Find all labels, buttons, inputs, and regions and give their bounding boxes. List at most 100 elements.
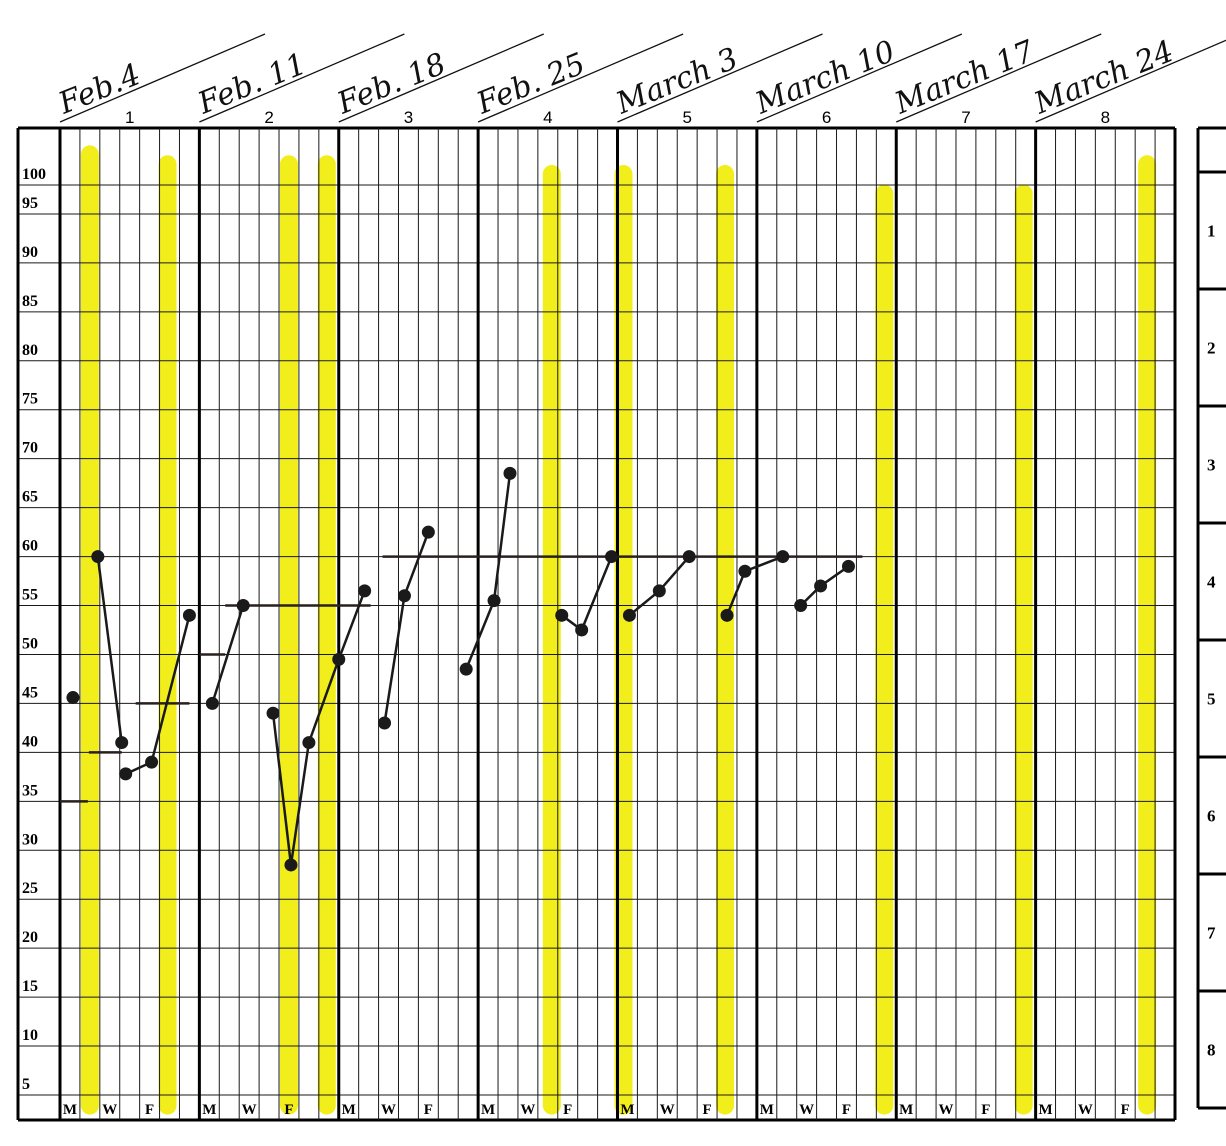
chart-grid — [16, 126, 1177, 1122]
data-series — [66, 466, 855, 872]
data-point — [145, 755, 159, 769]
side-panel-number: 8 — [1207, 1041, 1216, 1060]
data-point — [397, 589, 411, 603]
data-point — [236, 599, 250, 613]
y-tick-label: 100 — [22, 166, 46, 183]
side-panel-number: 2 — [1207, 339, 1216, 358]
day-label: F — [703, 1102, 712, 1118]
day-label: F — [284, 1102, 293, 1118]
data-point — [115, 736, 129, 750]
y-tick-label: 70 — [22, 440, 38, 457]
day-label: M — [760, 1102, 774, 1118]
y-tick-label: 40 — [22, 733, 38, 750]
side-panel-number: 7 — [1207, 924, 1216, 943]
day-label: F — [424, 1102, 433, 1118]
series-line — [96, 556, 123, 743]
y-tick-label: 80 — [22, 342, 38, 359]
side-panel-number: 1 — [1207, 222, 1216, 241]
data-point — [421, 525, 435, 539]
week-number: 6 — [822, 108, 831, 127]
day-label: W — [102, 1102, 117, 1118]
data-point — [605, 550, 619, 564]
series-line — [211, 605, 245, 704]
day-label: F — [563, 1102, 572, 1118]
data-point — [794, 599, 808, 613]
date-underline — [59, 33, 266, 123]
data-point — [555, 608, 569, 622]
series-line — [561, 556, 613, 632]
week-number: 1 — [125, 108, 134, 127]
data-point — [284, 858, 298, 872]
y-tick-label: 50 — [22, 635, 38, 652]
y-tick-label: 75 — [22, 391, 38, 408]
y-tick-label: 20 — [22, 929, 38, 946]
day-label: W — [520, 1102, 535, 1118]
day-label: W — [242, 1102, 257, 1118]
day-label: F — [1121, 1102, 1130, 1118]
day-label: W — [939, 1102, 954, 1118]
data-point — [622, 608, 636, 622]
y-tick-label: 35 — [22, 782, 38, 799]
week-number: 4 — [543, 108, 552, 127]
highlight-stripes — [80, 145, 1157, 1115]
week-number: 7 — [961, 108, 970, 127]
data-point — [378, 716, 392, 730]
week-number: 3 — [404, 108, 413, 127]
series-line — [383, 531, 430, 724]
day-label: M — [202, 1102, 216, 1118]
data-point — [119, 767, 133, 781]
date-underline — [1035, 39, 1226, 123]
highlight-stripe — [875, 184, 894, 1115]
data-point — [720, 608, 734, 622]
day-label: W — [799, 1102, 814, 1118]
data-point — [682, 550, 696, 564]
week-number: 2 — [264, 108, 273, 127]
day-label: W — [660, 1102, 675, 1118]
day-label: F — [145, 1102, 154, 1118]
data-point — [652, 584, 666, 598]
highlight-stripe — [279, 155, 298, 1115]
y-tick-label: 55 — [22, 587, 38, 604]
y-tick-label: 10 — [22, 1027, 38, 1044]
data-point — [814, 579, 828, 593]
day-label: W — [1078, 1102, 1093, 1118]
day-label: F — [981, 1102, 990, 1118]
highlight-stripe — [542, 165, 561, 1115]
y-tick-label: 60 — [22, 538, 38, 555]
series-line — [465, 473, 512, 670]
y-tick-label: 95 — [22, 195, 38, 212]
side-panel-number: 3 — [1207, 456, 1216, 475]
y-tick-label: 5 — [22, 1076, 30, 1093]
y-tick-label: 25 — [22, 880, 38, 897]
data-point — [332, 652, 346, 666]
data-point — [182, 608, 196, 622]
data-point — [358, 584, 372, 598]
data-point — [487, 594, 501, 608]
y-tick-label: 15 — [22, 978, 38, 995]
date-underline — [895, 33, 1102, 123]
data-point — [91, 550, 105, 564]
data-point — [503, 466, 517, 480]
highlight-stripe — [1138, 155, 1157, 1115]
data-point — [575, 623, 589, 637]
day-label: M — [63, 1102, 77, 1118]
side-panel-number: 6 — [1207, 807, 1216, 826]
data-point — [205, 696, 219, 710]
highlight-stripe — [158, 155, 177, 1115]
side-panel-number: 5 — [1207, 690, 1216, 709]
day-label: M — [342, 1102, 356, 1118]
data-point — [738, 564, 752, 578]
y-tick-label: 65 — [22, 489, 38, 506]
day-label: F — [842, 1102, 851, 1118]
data-point — [266, 706, 280, 720]
baseline-lines — [60, 555, 863, 803]
side-panel-number: 4 — [1207, 573, 1216, 592]
date-underline — [338, 33, 545, 123]
day-label: M — [620, 1102, 634, 1118]
y-tick-label: 85 — [22, 293, 38, 310]
highlight-stripe — [80, 145, 99, 1115]
date-underline — [617, 33, 823, 123]
highlight-stripe — [317, 155, 336, 1115]
date-underline — [477, 33, 684, 123]
